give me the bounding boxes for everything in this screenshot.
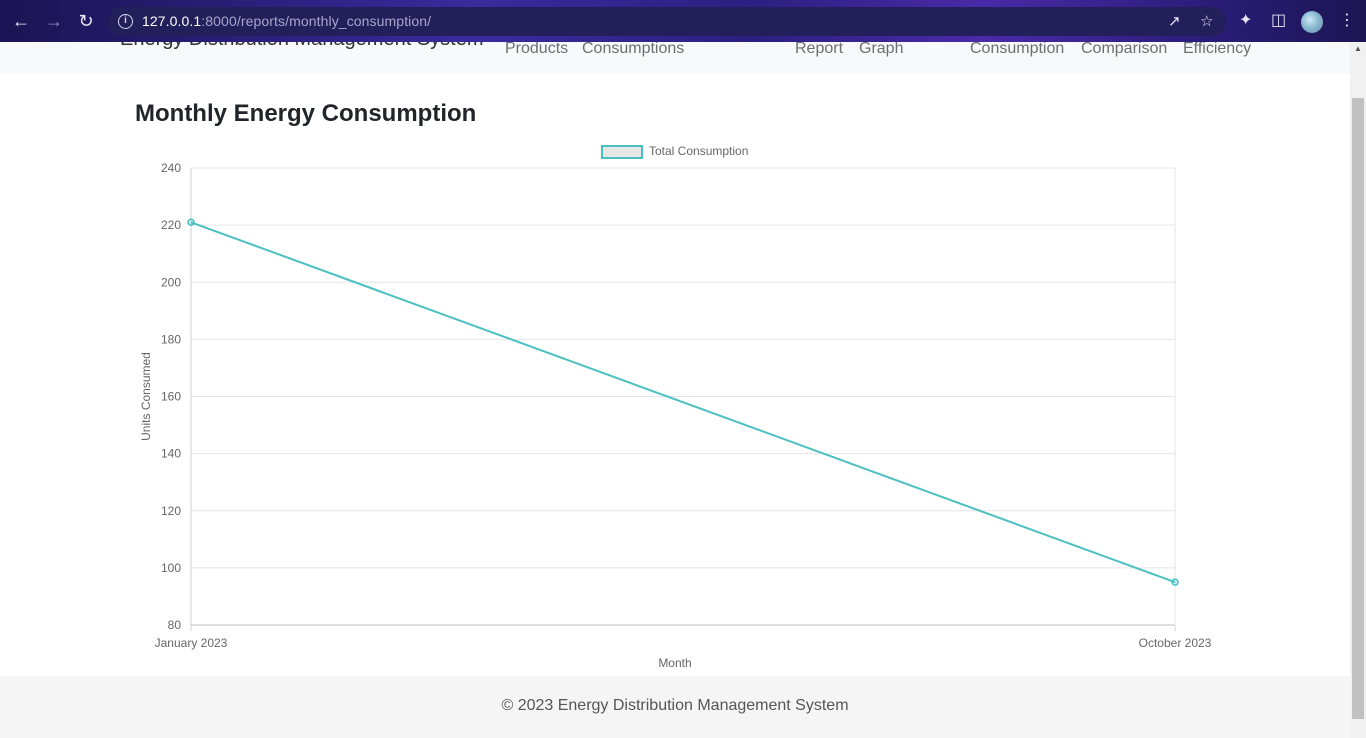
page-content: Energy Distribution Management System Pr… bbox=[0, 42, 1350, 738]
address-bar[interactable]: i 127.0.0.1:8000/reports/monthly_consump… bbox=[108, 7, 1226, 36]
nav-link-comparison[interactable]: Comparison bbox=[1081, 42, 1168, 57]
y-tick-label: 140 bbox=[161, 447, 181, 461]
footer-text: © 2023 Energy Distribution Management Sy… bbox=[501, 697, 849, 714]
bookmark-star-icon[interactable]: ☆ bbox=[1200, 13, 1214, 30]
share-icon[interactable]: ↗ bbox=[1168, 13, 1181, 30]
x-axis-title: Month bbox=[658, 656, 691, 670]
y-tick-label: 180 bbox=[161, 332, 181, 346]
navbar: Energy Distribution Management System Pr… bbox=[0, 42, 1350, 74]
y-tick-label: 120 bbox=[161, 504, 181, 518]
y-tick-label: 240 bbox=[161, 161, 181, 175]
x-tick-label: October 2023 bbox=[1139, 636, 1212, 650]
back-arrow-icon[interactable]: ← bbox=[12, 11, 30, 31]
scrollbar-thumb[interactable] bbox=[1352, 98, 1364, 719]
footer: © 2023 Energy Distribution Management Sy… bbox=[0, 676, 1350, 738]
series-line bbox=[190, 221, 1176, 584]
forward-arrow-icon[interactable]: → bbox=[45, 11, 63, 31]
url-host: 127.0.0.1 bbox=[142, 13, 202, 29]
nav-link-efficiency[interactable]: Efficiency bbox=[1183, 42, 1252, 57]
page-scrollbar[interactable]: ▲ bbox=[1350, 42, 1366, 738]
legend-swatch bbox=[601, 145, 643, 159]
data-point bbox=[187, 218, 195, 227]
browser-toolbar: ← → ↻ i 127.0.0.1:8000/reports/monthly_c… bbox=[0, 0, 1366, 42]
side-panel-icon[interactable]: ◫ bbox=[1271, 12, 1287, 29]
data-point bbox=[1171, 578, 1179, 586]
url-path: :8000/reports/monthly_consumption/ bbox=[201, 13, 432, 29]
nav-link-consumptions[interactable]: Consumptions bbox=[582, 42, 685, 57]
y-tick-label: 100 bbox=[161, 561, 181, 575]
y-tick-label: 80 bbox=[168, 618, 182, 632]
line-chart: 80 100 120 140 160 180 200 220 240 January 2023 Oc… bbox=[139, 144, 1212, 670]
y-tick-label: 160 bbox=[161, 390, 181, 404]
address-url[interactable]: 127.0.0.1:8000/reports/monthly_consumpti… bbox=[142, 13, 431, 29]
legend-label: Total Consumption bbox=[649, 144, 748, 158]
navbar-brand[interactable]: Energy Distribution Management System bbox=[120, 42, 484, 51]
y-tick-label: 200 bbox=[161, 275, 181, 289]
y-axis-title: Units Consumed bbox=[139, 352, 153, 441]
nav-link-report[interactable]: Report bbox=[795, 42, 844, 57]
extensions-puzzle-icon[interactable]: ✦ bbox=[1239, 12, 1253, 29]
scroll-up-arrow-icon[interactable]: ▲ bbox=[1354, 44, 1362, 53]
menu-kebab-icon[interactable]: ⋮ bbox=[1339, 12, 1355, 29]
reload-icon[interactable]: ↻ bbox=[78, 11, 94, 31]
page-title: Monthly Energy Consumption bbox=[135, 100, 477, 127]
nav-link-graph[interactable]: Graph bbox=[859, 42, 904, 57]
x-tick-label: January 2023 bbox=[155, 636, 228, 650]
site-info-icon[interactable]: i bbox=[118, 14, 133, 29]
nav-link-consumption[interactable]: Consumption bbox=[970, 42, 1065, 57]
y-tick-label: 220 bbox=[161, 218, 181, 232]
profile-avatar[interactable] bbox=[1301, 11, 1323, 33]
nav-link-products[interactable]: Products bbox=[505, 42, 569, 57]
